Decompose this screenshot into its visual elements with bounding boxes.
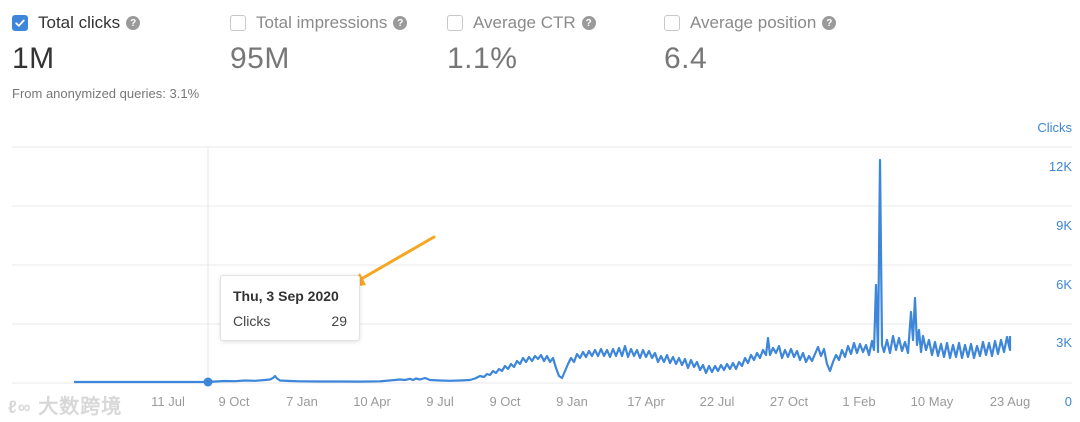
help-icon[interactable]: ? — [393, 16, 408, 30]
hover-point-marker — [203, 377, 213, 387]
tooltip-metric-label: Clicks — [233, 313, 271, 329]
total-impressions-checkbox[interactable] — [230, 15, 246, 31]
watermark-logo: ℓ∞ 大数跨境 — [8, 390, 122, 419]
metric-value: 6.4 — [664, 42, 708, 75]
x-tick: 11 Jul — [151, 394, 185, 409]
metric-label: Average CTR — [473, 13, 576, 32]
x-tick: 9 Jul — [426, 394, 454, 409]
watermark-text: 大数跨境 — [38, 396, 123, 418]
metric-label: Total impressions — [256, 13, 388, 32]
x-tick: 22 Jul — [699, 394, 735, 409]
metric-label: Average position — [690, 13, 817, 32]
y-tick-0: 0 — [1064, 394, 1072, 409]
y-axis-title: Clicks — [1037, 120, 1072, 135]
x-tick: 10 Apr — [353, 394, 391, 409]
metric-value: 1.1% — [447, 42, 518, 75]
help-icon[interactable]: ? — [822, 16, 837, 30]
metric-label: Total clicks — [38, 13, 121, 32]
y-tick-3k: 3K — [1056, 335, 1072, 350]
metric-total-impressions[interactable]: Total impressions ? 95M — [230, 12, 408, 76]
x-tick: 1 Feb — [842, 394, 876, 409]
x-tick: 10 May — [910, 394, 954, 409]
metric-value: 1M — [12, 42, 55, 75]
tooltip-date: Thu, 3 Sep 2020 — [233, 288, 339, 304]
anonymized-queries-note: From anonymized queries: 3.1% — [12, 86, 200, 101]
checkmark-icon — [15, 19, 25, 27]
y-tick-12k: 12K — [1048, 159, 1072, 174]
x-tick: 9 Oct — [489, 394, 521, 409]
watermark-mark-icon: ℓ∞ — [8, 397, 32, 417]
x-tick: 17 Apr — [627, 394, 665, 409]
y-tick-9k: 9K — [1056, 218, 1072, 233]
metric-average-position[interactable]: Average position ? 6.4 — [664, 12, 837, 76]
y-tick-6k: 6K — [1056, 277, 1072, 292]
x-tick: 27 Oct — [769, 394, 809, 409]
chart-tooltip: Thu, 3 Sep 2020 Clicks 29 — [220, 275, 360, 341]
x-tick: 23 Aug — [989, 394, 1031, 409]
x-tick: 7 Jan — [286, 394, 318, 409]
x-tick: 9 Jan — [556, 394, 588, 409]
tooltip-row: Clicks 29 — [233, 313, 347, 329]
help-icon[interactable]: ? — [581, 16, 596, 30]
tooltip-metric-value: 29 — [331, 313, 347, 329]
x-tick: 9 Oct — [218, 394, 250, 409]
gridlines — [12, 146, 1072, 384]
metric-average-ctr[interactable]: Average CTR ? 1.1% — [447, 12, 596, 76]
total-clicks-checkbox[interactable] — [12, 15, 28, 31]
average-position-checkbox[interactable] — [664, 15, 680, 31]
help-icon[interactable]: ? — [126, 16, 141, 30]
metric-value: 95M — [230, 42, 290, 75]
average-ctr-checkbox[interactable] — [447, 15, 463, 31]
metric-total-clicks[interactable]: Total clicks ? 1M — [12, 12, 141, 76]
clicks-series-line — [74, 158, 1012, 384]
